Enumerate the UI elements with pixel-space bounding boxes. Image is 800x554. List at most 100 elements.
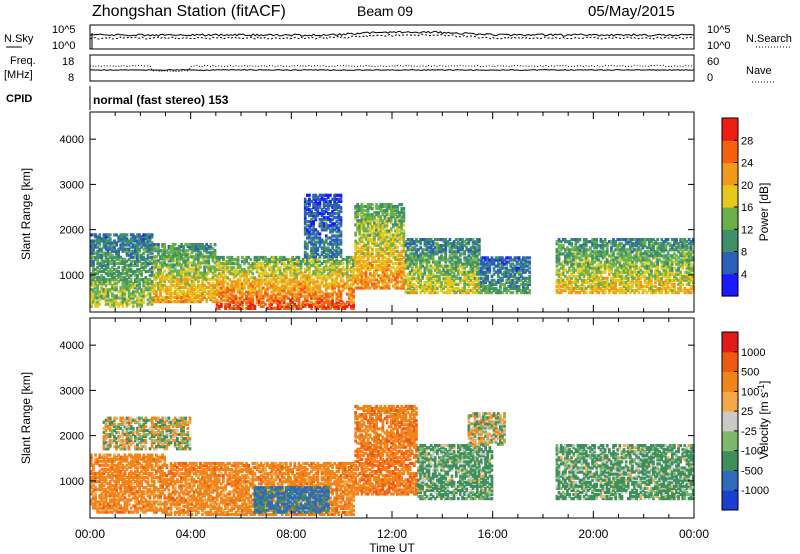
power-cell bbox=[570, 252, 573, 256]
power-cell bbox=[257, 278, 261, 282]
power-cell bbox=[324, 262, 328, 266]
power-cell bbox=[113, 294, 116, 298]
power-cell bbox=[180, 291, 183, 296]
power-cell bbox=[339, 294, 343, 298]
power-cell bbox=[320, 197, 324, 201]
power-cell bbox=[511, 282, 515, 286]
power-cell bbox=[337, 234, 341, 238]
power-cell bbox=[94, 290, 97, 294]
power-cell bbox=[410, 256, 414, 260]
power-cell bbox=[478, 286, 481, 291]
power-cell bbox=[482, 266, 485, 270]
power-cell bbox=[144, 241, 148, 245]
power-cell bbox=[201, 295, 204, 300]
power-cell bbox=[431, 274, 435, 278]
power-cell bbox=[121, 290, 125, 294]
power-cell bbox=[146, 288, 150, 292]
power-cell bbox=[335, 240, 339, 244]
power-cell bbox=[469, 282, 473, 286]
power-cell bbox=[467, 258, 471, 262]
power-cell bbox=[282, 298, 286, 302]
power-cell bbox=[106, 263, 110, 267]
power-cell bbox=[303, 216, 307, 220]
power-cell bbox=[329, 214, 332, 218]
power-cell bbox=[211, 247, 215, 251]
power-cell bbox=[339, 232, 343, 236]
power-cell bbox=[375, 243, 378, 247]
power-cell bbox=[134, 249, 137, 253]
power-cell bbox=[337, 205, 341, 210]
power-cell bbox=[222, 266, 225, 270]
power-cell bbox=[505, 288, 508, 293]
power-cell bbox=[173, 295, 177, 300]
power-cell bbox=[354, 264, 357, 268]
power-cell bbox=[322, 306, 326, 310]
power-cell bbox=[203, 271, 206, 275]
power-cell bbox=[387, 276, 391, 280]
power-cell bbox=[276, 262, 280, 266]
power-cell bbox=[379, 274, 383, 278]
power-cell bbox=[402, 231, 406, 235]
power-cell bbox=[230, 255, 234, 260]
power-cell bbox=[228, 288, 232, 292]
power-cell bbox=[266, 272, 269, 276]
power-cell bbox=[274, 257, 278, 262]
power-cell bbox=[94, 292, 97, 296]
power-cell bbox=[597, 254, 601, 258]
power-cell bbox=[182, 269, 185, 273]
power-cell bbox=[289, 278, 292, 282]
power-cell bbox=[129, 300, 133, 304]
power-cell bbox=[266, 264, 269, 268]
power-cell bbox=[366, 233, 370, 237]
power-cell bbox=[230, 262, 234, 266]
power-cell bbox=[413, 291, 416, 295]
power-cell bbox=[509, 262, 513, 266]
power-cell bbox=[603, 270, 607, 274]
power-cell bbox=[392, 213, 395, 217]
power-cell bbox=[408, 286, 412, 291]
power-cell bbox=[272, 274, 276, 278]
power-cell bbox=[329, 306, 332, 310]
power-cell bbox=[377, 264, 380, 268]
power-cell bbox=[310, 232, 313, 236]
power-cell bbox=[465, 256, 469, 260]
power-cell bbox=[159, 263, 162, 267]
power-cell bbox=[364, 219, 368, 223]
power-cell bbox=[578, 276, 582, 280]
power-cell bbox=[371, 282, 374, 286]
power-cell bbox=[303, 203, 307, 208]
power-cell bbox=[245, 300, 248, 304]
power-cell bbox=[264, 257, 267, 262]
power-cell bbox=[329, 193, 332, 197]
power-cell bbox=[484, 284, 487, 289]
power-cell bbox=[123, 292, 127, 296]
power-cell bbox=[255, 296, 259, 300]
power-cell bbox=[262, 294, 265, 298]
power-cell bbox=[561, 280, 565, 284]
power-cell bbox=[410, 246, 414, 250]
power-cell bbox=[310, 306, 313, 310]
power-cell bbox=[360, 225, 364, 229]
power-cell bbox=[314, 199, 318, 203]
power-cell bbox=[375, 229, 378, 233]
power-cell bbox=[603, 282, 607, 286]
power-cell bbox=[400, 266, 404, 270]
power-cell bbox=[394, 268, 397, 272]
power-cell bbox=[192, 247, 196, 251]
power-cell bbox=[270, 268, 274, 272]
power-cell bbox=[318, 236, 322, 240]
power-cell bbox=[249, 294, 253, 298]
power-cell bbox=[140, 304, 143, 308]
power-cell bbox=[230, 280, 234, 284]
power-cell bbox=[442, 284, 445, 289]
power-cell bbox=[312, 238, 315, 242]
power-cell bbox=[389, 237, 393, 241]
power-cell bbox=[217, 294, 221, 298]
power-cell bbox=[488, 268, 492, 272]
power-cell bbox=[165, 287, 169, 291]
power-cell bbox=[383, 221, 387, 225]
power-cell bbox=[169, 287, 173, 291]
power-cell bbox=[306, 244, 309, 248]
power-cell bbox=[459, 260, 462, 264]
power-cell bbox=[308, 266, 311, 270]
